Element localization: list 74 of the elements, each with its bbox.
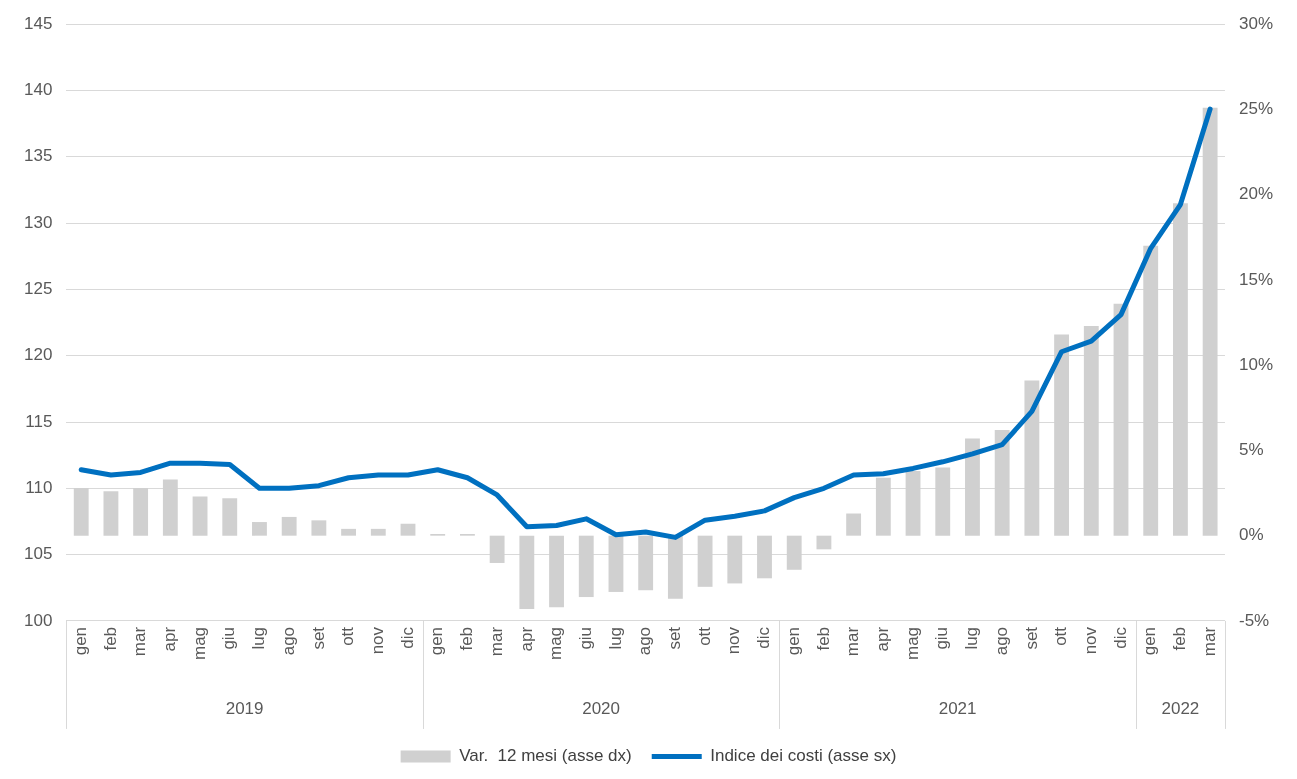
x-tick-label: nov (724, 626, 744, 655)
x-tick-label: set (1021, 626, 1041, 650)
bar (370, 528, 386, 536)
x-tick-label: ott (1051, 626, 1071, 646)
bar (222, 498, 238, 536)
x-tick-label: mag (546, 626, 566, 661)
x-tick-label: feb (457, 626, 477, 651)
y-tick-label: 120 (23, 345, 53, 365)
bar (192, 496, 208, 536)
bar (311, 520, 327, 536)
x-tick-label: ago (991, 626, 1011, 656)
y2-tick-label: 20% (1238, 184, 1274, 204)
x-tick-label: mar (1199, 626, 1219, 657)
x-tick-label: mar (486, 626, 506, 657)
x-tick-label: apr (873, 626, 893, 652)
x-tick-label: set (308, 626, 328, 650)
x-tick-label: apr (160, 626, 180, 652)
x-tick-label: giu (575, 626, 595, 650)
y2-tick-label: 5% (1238, 440, 1264, 460)
text: 2019 (225, 698, 264, 718)
x-tick-label: giu (932, 626, 952, 650)
bar (281, 516, 297, 536)
text: 2021 (938, 698, 977, 718)
y-tick-label: 100 (23, 610, 53, 630)
x-tick-label: lug (249, 626, 269, 650)
y-tick-label: 110 (25, 478, 53, 498)
x-tick-label: gen (1140, 626, 1160, 656)
y-tick-label: 135 (23, 146, 53, 166)
x-tick-label: feb (100, 626, 120, 651)
bar (252, 522, 267, 536)
bar (846, 513, 862, 536)
x-tick-label: dic (397, 626, 417, 649)
bar (341, 528, 357, 536)
x-tick-label: ago (635, 626, 655, 656)
x-tick-label: mag (189, 626, 209, 661)
x-tick-label: feb (813, 626, 833, 651)
x-tick-label: lug (605, 626, 625, 650)
x-tick-label: mar (843, 626, 863, 657)
x-tick-label: mar (130, 626, 150, 657)
y-tick-label: 140 (23, 80, 53, 100)
x-tick-label: apr (516, 626, 536, 652)
y-tick-label: 115 (25, 411, 53, 431)
x-tick-label: nov (1080, 626, 1100, 655)
x-tick-label: ott (338, 626, 358, 646)
y-tick-label: 145 (23, 13, 53, 33)
x-tick-label: ott (694, 626, 714, 646)
x-tick-label: gen (783, 626, 803, 656)
legend-label: Var. 12 mesi (asse dx) (459, 746, 632, 766)
bar (103, 491, 119, 536)
bar (400, 523, 416, 536)
x-tick-label: feb (1170, 626, 1190, 651)
x-tick-label: dic (754, 626, 774, 649)
x-tick-label: mag (902, 626, 922, 661)
y-tick-label: 125 (23, 279, 53, 299)
y-tick-label: 105 (23, 544, 53, 564)
legend-label: Indice dei costi (asse sx) (710, 746, 897, 766)
x-tick-label: lug (962, 626, 982, 650)
x-tick-label: giu (219, 626, 239, 650)
y2-tick-label: 25% (1238, 99, 1274, 119)
x-tick-label: gen (427, 626, 447, 656)
y2-tick-label: 0% (1238, 525, 1264, 545)
text: 2022 (1161, 698, 1200, 718)
y-tick-label: 130 (23, 212, 53, 232)
x-tick-label: nov (367, 626, 387, 655)
y2-tick-label: 15% (1238, 269, 1274, 289)
x-tick-label: gen (70, 626, 90, 656)
y2-tick-label: 30% (1238, 13, 1274, 33)
y2-tick-label: 10% (1238, 354, 1274, 374)
x-tick-label: set (665, 626, 685, 650)
text: 2020 (582, 698, 621, 718)
x-tick-label: dic (1110, 626, 1130, 649)
x-tick-label: ago (278, 626, 298, 656)
bar (816, 535, 832, 550)
y2-tick-label: -5% (1238, 610, 1270, 630)
